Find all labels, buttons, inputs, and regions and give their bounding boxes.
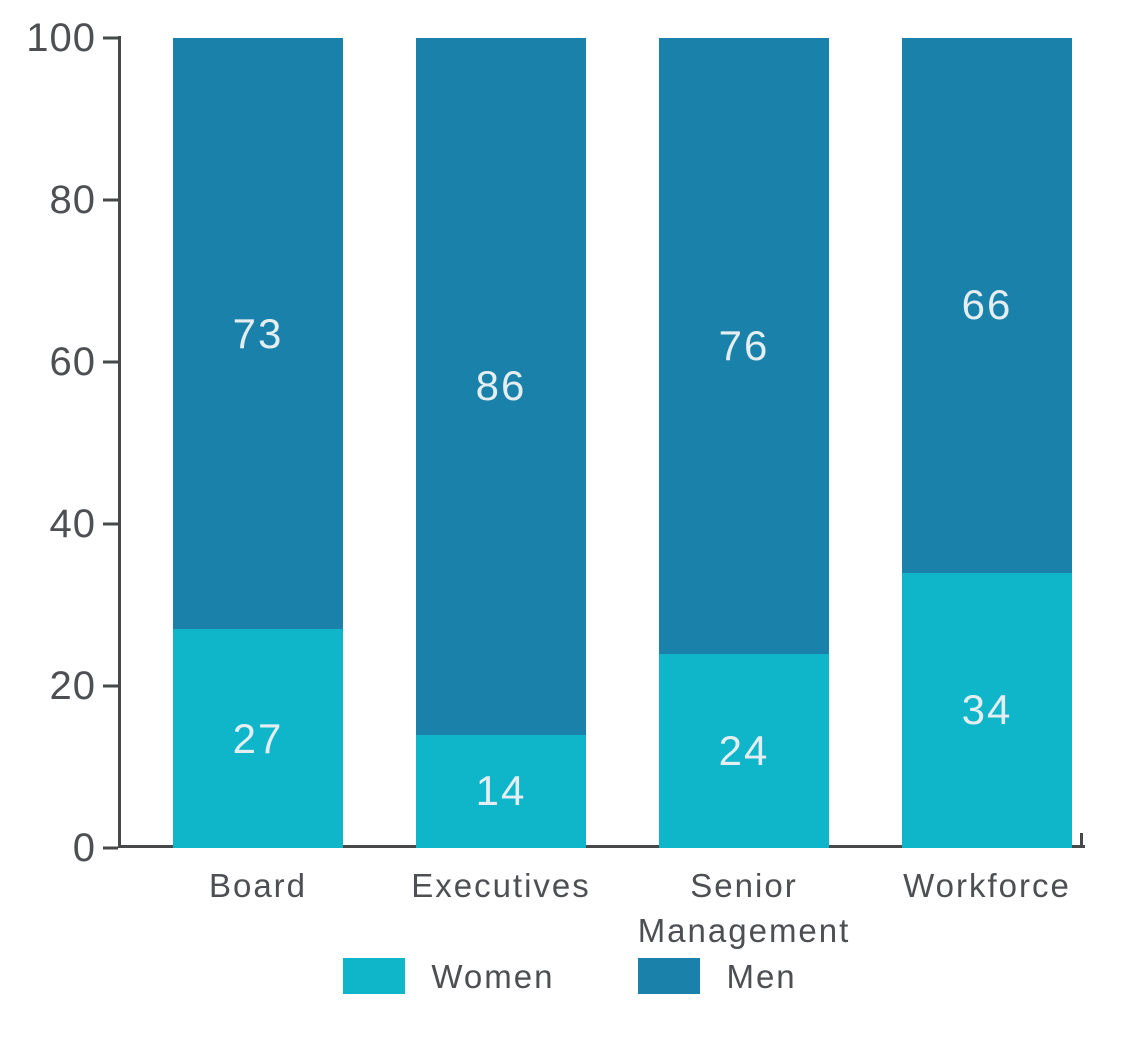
x-axis-labels: Board Executives Senior Management Workforc… [121, 864, 1085, 964]
bar-segment-women: 34 [902, 572, 1072, 848]
segment-value-label: 66 [961, 281, 1013, 329]
y-tick-label: 20 [49, 664, 96, 708]
legend-swatch-men [638, 958, 701, 994]
legend: Women Men [0, 958, 1140, 994]
segment-value-label: 14 [475, 767, 527, 815]
x-axis-end-tick [1080, 833, 1083, 846]
y-tick-label: 100 [26, 16, 96, 60]
y-tick-label: 80 [49, 178, 96, 222]
bar-workforce: 66 34 [902, 38, 1072, 848]
bar-senior-management: 76 24 [659, 38, 829, 848]
legend-swatch-women [343, 958, 406, 994]
y-tick-mark [103, 522, 118, 526]
x-category-label: Board [208, 867, 308, 904]
bar-segment-men: 86 [416, 38, 586, 735]
segment-value-label: 24 [718, 726, 770, 774]
segment-value-label: 27 [232, 714, 284, 762]
bar-segment-women: 24 [659, 653, 829, 848]
y-tick-mark [103, 36, 118, 40]
legend-label: Men [726, 957, 797, 995]
y-axis-line [118, 36, 121, 848]
y-tick-mark [103, 846, 118, 850]
y-tick-mark [103, 198, 118, 202]
legend-label: Women [431, 957, 555, 995]
bar-board: 73 27 [173, 38, 343, 848]
y-tick-label: 0 [72, 826, 96, 870]
x-axis-line [118, 845, 1085, 848]
bar-segment-men: 66 [902, 38, 1072, 573]
y-tick-label: 40 [49, 502, 96, 546]
bar-segment-men: 76 [659, 38, 829, 654]
y-tick-label: 60 [49, 340, 96, 384]
legend-item-men: Men [638, 958, 796, 994]
segment-value-label: 34 [961, 686, 1013, 734]
x-category-label: Workforce [903, 867, 1071, 904]
bars-area: 73 27 86 14 76 24 66 34 [121, 38, 1085, 848]
bar-executives: 86 14 [416, 38, 586, 848]
segment-value-label: 76 [718, 321, 770, 369]
legend-item-women: Women [343, 958, 554, 994]
segment-value-label: 73 [232, 309, 284, 357]
x-category-label: Senior Management [637, 867, 851, 949]
y-axis: 0 20 40 60 80 100 [0, 18, 118, 868]
bar-segment-men: 73 [173, 38, 343, 630]
bar-segment-women: 27 [173, 629, 343, 848]
y-tick-mark [103, 360, 118, 364]
segment-value-label: 86 [475, 362, 527, 410]
x-category-label: Executives [411, 867, 591, 904]
y-tick-mark [103, 684, 118, 688]
bar-segment-women: 14 [416, 734, 586, 848]
